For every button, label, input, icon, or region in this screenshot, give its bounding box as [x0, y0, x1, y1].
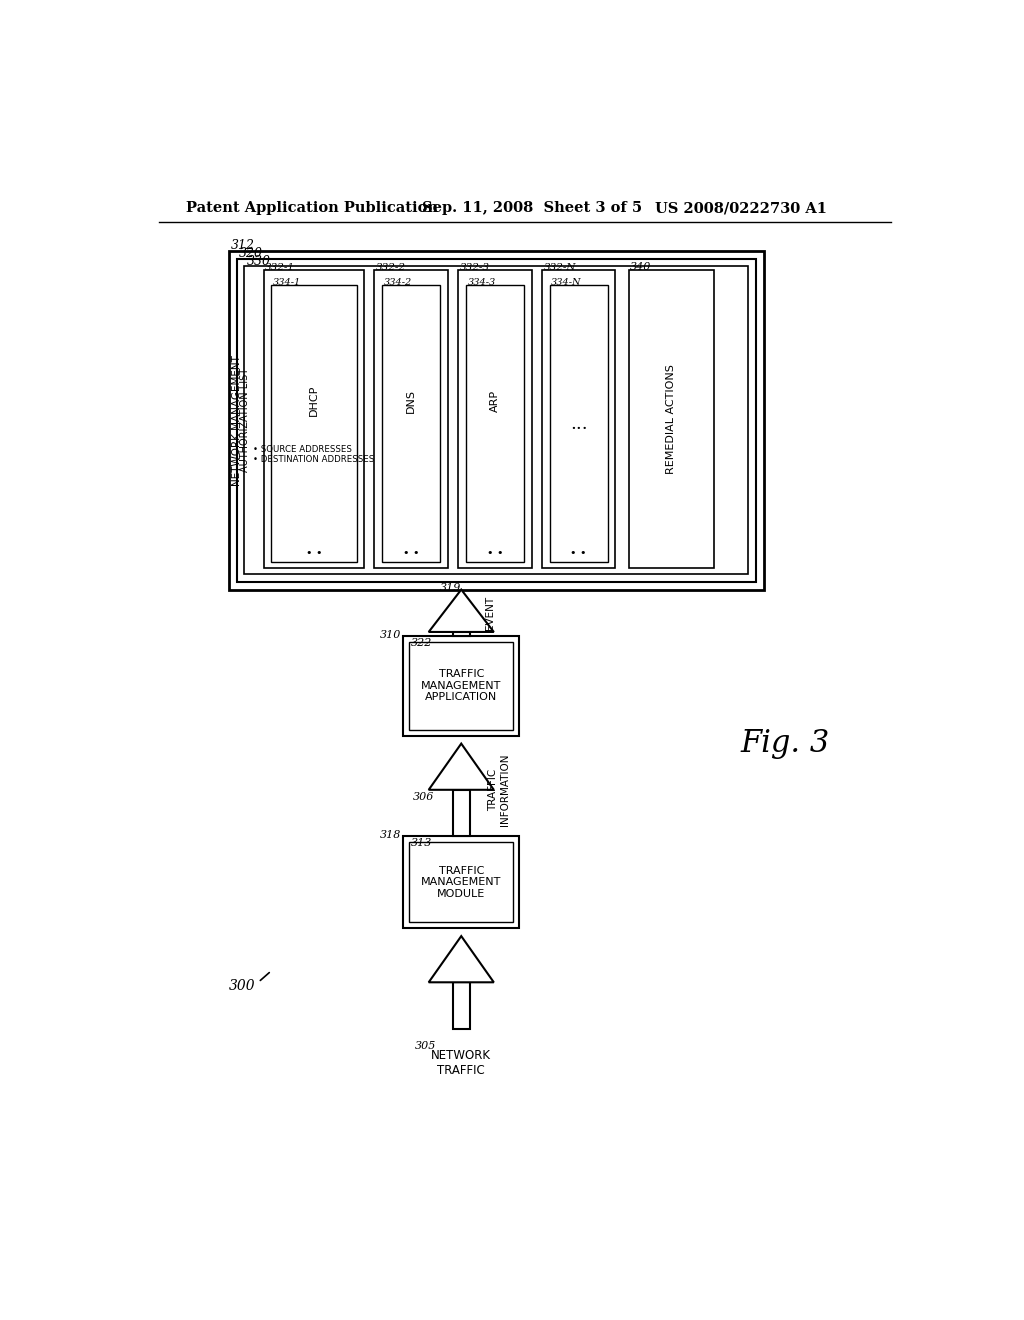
- Text: 313: 313: [411, 838, 432, 849]
- Bar: [375, 271, 449, 568]
- Bar: [453, 982, 470, 1028]
- Bar: [453, 632, 470, 636]
- Text: 300: 300: [229, 979, 256, 993]
- Polygon shape: [429, 936, 494, 982]
- Text: 320: 320: [239, 247, 263, 260]
- Text: 334-2: 334-2: [384, 279, 412, 286]
- Bar: [237, 259, 756, 582]
- Bar: [466, 285, 524, 562]
- Bar: [403, 836, 519, 928]
- Polygon shape: [429, 743, 494, 789]
- Text: 310: 310: [380, 630, 401, 640]
- Text: Fig. 3: Fig. 3: [740, 729, 829, 759]
- Bar: [228, 251, 764, 590]
- Text: 312: 312: [231, 239, 255, 252]
- Text: 306: 306: [413, 792, 434, 803]
- Text: 334-3: 334-3: [467, 279, 496, 286]
- Bar: [550, 285, 607, 562]
- Bar: [629, 271, 714, 568]
- Text: US 2008/0222730 A1: US 2008/0222730 A1: [655, 202, 827, 215]
- Text: 319: 319: [439, 583, 461, 594]
- Text: Patent Application Publication: Patent Application Publication: [186, 202, 438, 215]
- Text: 330: 330: [247, 255, 270, 268]
- Bar: [453, 789, 470, 836]
- Bar: [271, 285, 356, 562]
- Text: • •: • •: [486, 548, 503, 557]
- Text: TRAFFIC
INFORMATION: TRAFFIC INFORMATION: [488, 754, 510, 826]
- Bar: [458, 271, 531, 568]
- Text: REMEDIAL ACTIONS: REMEDIAL ACTIONS: [667, 364, 676, 474]
- Text: ARP: ARP: [489, 389, 500, 412]
- Bar: [382, 285, 440, 562]
- Text: 332-3: 332-3: [460, 263, 489, 272]
- Text: NETWORK
TRAFFIC: NETWORK TRAFFIC: [431, 1049, 492, 1077]
- Bar: [410, 642, 513, 730]
- Text: DNS: DNS: [407, 388, 417, 413]
- Text: 332-N: 332-N: [544, 263, 575, 272]
- Bar: [245, 267, 748, 574]
- Text: 334-N: 334-N: [551, 279, 582, 286]
- Bar: [542, 271, 615, 568]
- Bar: [403, 636, 519, 737]
- Text: TRAFFIC
MANAGEMENT
APPLICATION: TRAFFIC MANAGEMENT APPLICATION: [421, 669, 502, 702]
- Text: AUTHORIZATION LIST: AUTHORIZATION LIST: [240, 368, 250, 473]
- Text: 332-2: 332-2: [376, 263, 406, 272]
- Text: • SOURCE ADDRESSES
• DESTINATION ADDRESSES: • SOURCE ADDRESSES • DESTINATION ADDRESS…: [253, 445, 375, 465]
- Text: NETWORK MANAGEMENT: NETWORK MANAGEMENT: [232, 355, 243, 486]
- Text: • •: • •: [570, 548, 587, 557]
- Text: 332-1: 332-1: [265, 263, 295, 272]
- Text: EVENT: EVENT: [484, 595, 495, 630]
- Text: DHCP: DHCP: [309, 385, 319, 416]
- Text: • •: • •: [403, 548, 420, 557]
- Text: • •: • •: [306, 548, 323, 557]
- Bar: [410, 842, 513, 923]
- Text: 305: 305: [415, 1041, 436, 1051]
- Text: 322: 322: [411, 638, 432, 648]
- Text: TRAFFIC
MANAGEMENT
MODULE: TRAFFIC MANAGEMENT MODULE: [421, 866, 502, 899]
- Text: 318: 318: [380, 830, 401, 840]
- Text: Sep. 11, 2008  Sheet 3 of 5: Sep. 11, 2008 Sheet 3 of 5: [423, 202, 643, 215]
- Text: ...: ...: [569, 414, 588, 433]
- Bar: [263, 271, 365, 568]
- Text: 340: 340: [630, 261, 651, 272]
- Text: 334-1: 334-1: [273, 279, 301, 286]
- Polygon shape: [429, 590, 494, 632]
